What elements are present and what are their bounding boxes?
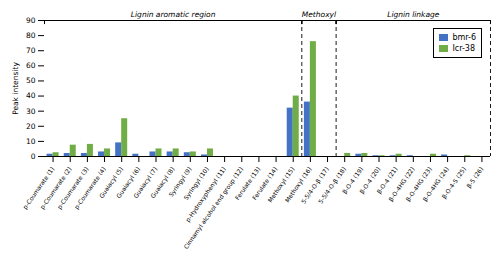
svg-text:p-Coumarate (3): p-Coumarate (3) <box>55 165 90 211</box>
svg-text:Guaiacyl (6): Guaiacyl (6) <box>114 165 142 200</box>
svg-text:0: 0 <box>31 152 36 161</box>
svg-text:p-Hydroxyphenyl (11): p-Hydroxyphenyl (11) <box>183 165 227 223</box>
svg-text:Ferulate (14): Ferulate (14) <box>250 165 279 202</box>
svg-text:Syringyl (10): Syringyl (10) <box>182 165 210 201</box>
svg-text:p-Coumarate (4): p-Coumarate (4) <box>72 165 107 211</box>
svg-text:Guaiacyl (7): Guaiacyl (7) <box>131 165 159 200</box>
html-text:bmr-6: bmr-6 <box>452 33 476 42</box>
svg-text:5-5/4-O-β (17): 5-5/4-O-β (17) <box>299 165 330 205</box>
svg-text:Guaiacyl (8): Guaiacyl (8) <box>148 165 176 200</box>
svg-text:70: 70 <box>26 46 36 55</box>
svg-text:30: 30 <box>26 107 36 116</box>
svg-text:β-O-4 (19): β-O-4 (19) <box>340 165 365 195</box>
html-text:Icr-38: Icr-38 <box>452 44 475 53</box>
svg-text:β-O-4 (20): β-O-4 (20) <box>357 165 382 195</box>
svg-text:Peak intensity: Peak intensity <box>11 62 20 115</box>
svg-text:β-O-4HG (22): β-O-4HG (22) <box>386 165 416 203</box>
svg-text:Methoxyl: Methoxyl <box>302 10 337 19</box>
svg-text:Methoxyl (16): Methoxyl (16) <box>283 165 313 204</box>
svg-text:5-5/4-O-β (18): 5-5/4-O-β (18) <box>317 165 348 205</box>
svg-text:20: 20 <box>26 122 36 131</box>
svg-text:90: 90 <box>26 16 36 25</box>
svg-text:80: 80 <box>26 31 36 40</box>
svg-text:60: 60 <box>26 61 36 70</box>
svg-text:p-Coumarate (1): p-Coumarate (1) <box>21 165 56 211</box>
svg-text:Syringyl (9): Syringyl (9) <box>167 165 193 198</box>
svg-text:50: 50 <box>26 76 36 85</box>
svg-text:Ferulate (13): Ferulate (13) <box>233 165 262 202</box>
svg-text:β-5 (26): β-5 (26) <box>465 165 485 189</box>
svg-text:Cinnamyl alcohol end group (12: Cinnamyl alcohol end group (12) <box>182 165 245 250</box>
svg-text:Lignin linkage: Lignin linkage <box>387 10 440 19</box>
svg-text:10: 10 <box>26 137 36 146</box>
svg-text:β-O-4HG (24): β-O-4HG (24) <box>421 165 450 203</box>
svg-text:β-O-4-S (25): β-O-4-S (25) <box>440 165 468 200</box>
svg-text:Methoxyl (15): Methoxyl (15) <box>266 165 296 204</box>
svg-text:p-Coumarate (2): p-Coumarate (2) <box>38 165 73 211</box>
svg-text:β-O-4 (21): β-O-4 (21) <box>375 165 399 195</box>
svg-text:Guaiacyl (5): Guaiacyl (5) <box>97 165 125 200</box>
svg-text:Lignin aromatic region: Lignin aromatic region <box>131 10 216 19</box>
svg-text:β-O-4HG (23): β-O-4HG (23) <box>404 165 433 203</box>
svg-text:40: 40 <box>26 91 36 100</box>
